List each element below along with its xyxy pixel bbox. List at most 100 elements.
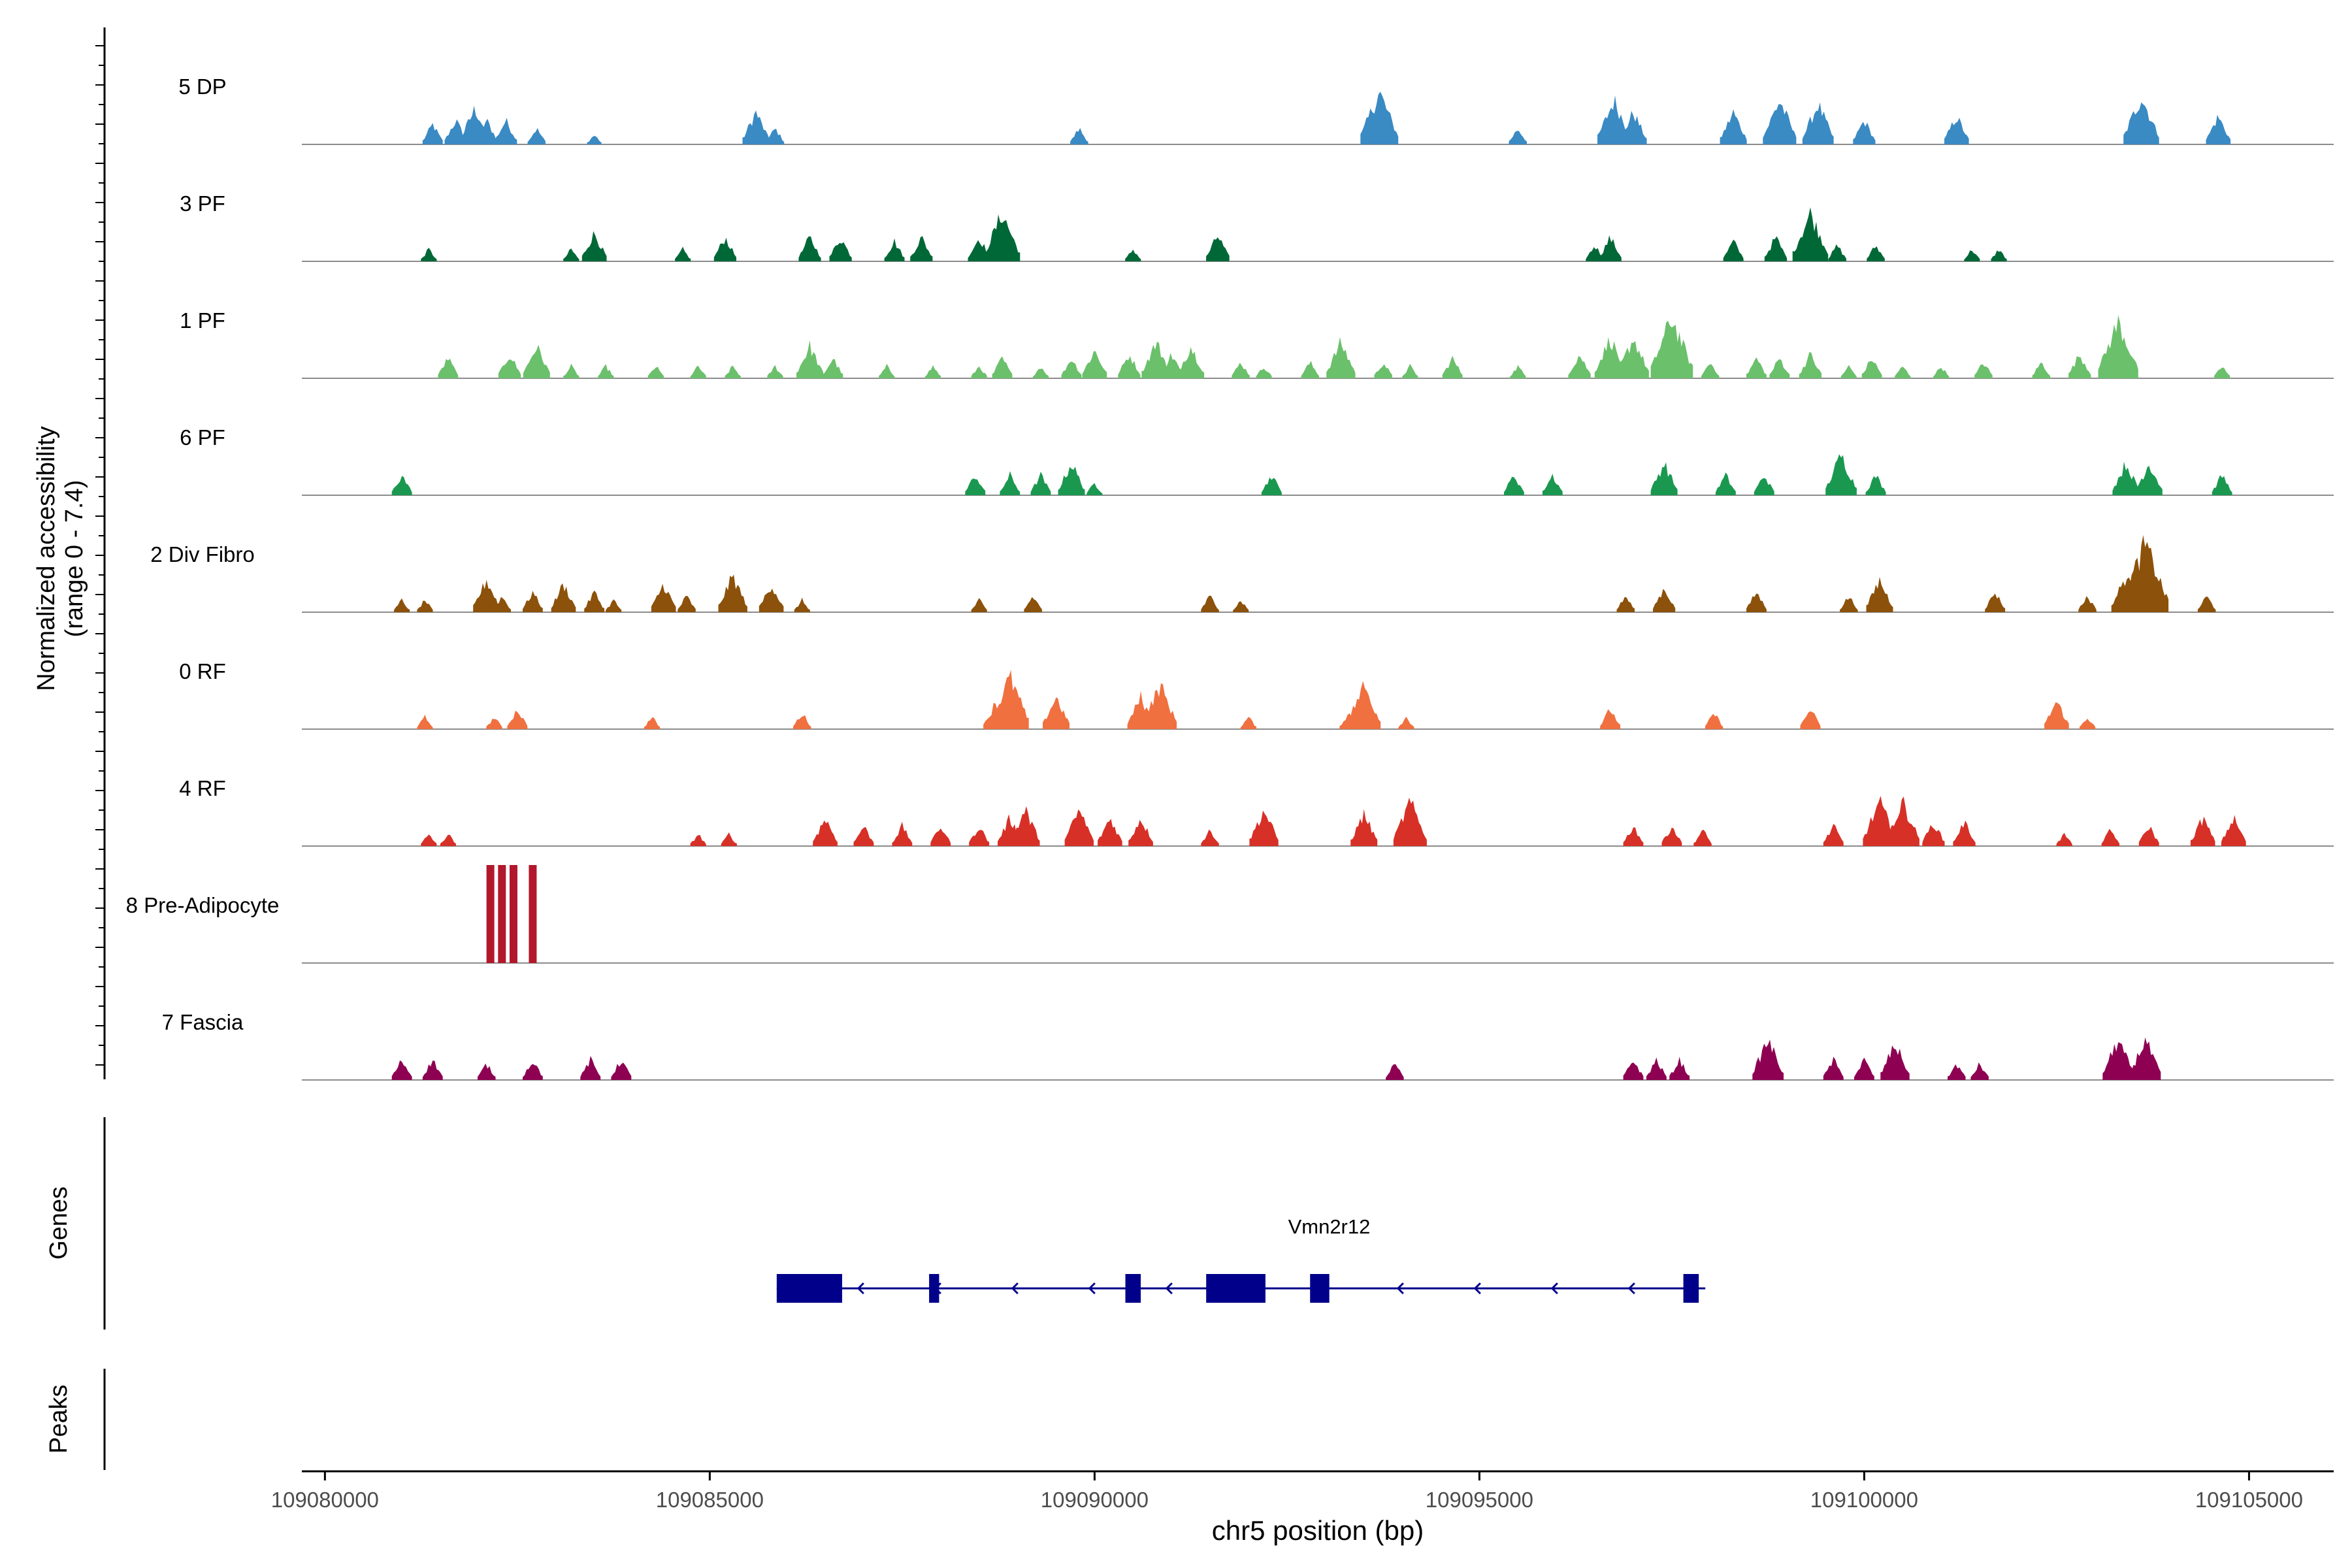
coverage-peak bbox=[495, 118, 517, 144]
coverage-peak bbox=[1201, 595, 1219, 612]
coverage-peak bbox=[2032, 363, 2051, 378]
coverage-peak bbox=[580, 1056, 601, 1080]
coverage-peak bbox=[1240, 717, 1256, 729]
coverage-peak bbox=[924, 365, 941, 378]
strand-arrow bbox=[1627, 1282, 1635, 1295]
coverage-peak bbox=[529, 865, 537, 963]
gene-exon bbox=[929, 1274, 939, 1303]
coverage-peak bbox=[1442, 355, 1463, 378]
coverage-peak bbox=[1823, 1056, 1844, 1080]
track-label: 0 RF bbox=[179, 659, 226, 683]
coverage-peak bbox=[1933, 368, 1950, 378]
coverage-peak bbox=[1600, 709, 1621, 729]
coverage-peak bbox=[523, 344, 550, 378]
coverage-peak bbox=[1000, 471, 1021, 495]
coverage-peak bbox=[971, 366, 987, 378]
coverage-peak bbox=[1043, 697, 1070, 729]
strand-arrow bbox=[1088, 1282, 1096, 1295]
coverage-track: 1 PF bbox=[180, 308, 2334, 379]
coverage-peak bbox=[2068, 356, 2091, 378]
coverage-peak bbox=[1504, 476, 1524, 495]
coverage-peak bbox=[675, 246, 691, 261]
coverage-peak bbox=[1160, 353, 1183, 378]
coverage-peak bbox=[1769, 359, 1790, 378]
coverage-peak bbox=[1360, 91, 1399, 144]
coverage-peak bbox=[1620, 110, 1647, 144]
coverage-peak bbox=[493, 596, 511, 612]
coverage-peak bbox=[2214, 367, 2230, 378]
coverage-peak bbox=[1098, 819, 1122, 846]
coverage-peak bbox=[1991, 250, 2007, 261]
coverage-peak bbox=[892, 821, 913, 846]
coverage-peak bbox=[1944, 118, 1969, 144]
coverage-peak bbox=[1232, 363, 1250, 378]
coverage-peak bbox=[853, 826, 874, 846]
coverage-peak bbox=[417, 714, 433, 729]
coverage-peak bbox=[1256, 368, 1272, 378]
coverage-peak bbox=[440, 834, 456, 846]
coverage-peak bbox=[1715, 472, 1736, 495]
coverage-track: 4 RF bbox=[179, 776, 2334, 847]
strand-arrow bbox=[857, 1282, 864, 1295]
coverage-peak bbox=[1568, 355, 1591, 378]
coverage-peak bbox=[984, 214, 1021, 261]
coverage-peak bbox=[1301, 361, 1319, 378]
coverage-peak bbox=[1030, 472, 1051, 495]
strand-arrow bbox=[1473, 1282, 1481, 1295]
y-axis-label-line1: Normalized accessibility bbox=[33, 426, 60, 691]
coverage-peak bbox=[884, 238, 905, 261]
coverage-peak bbox=[1653, 589, 1676, 612]
coverage-peak bbox=[1840, 365, 1857, 378]
coverage-peak bbox=[1866, 577, 1893, 612]
x-tick-label: 109085000 bbox=[656, 1488, 764, 1512]
coverage-peak bbox=[910, 236, 933, 261]
coverage-peak bbox=[421, 248, 437, 261]
track-label: 6 PF bbox=[180, 425, 225, 449]
coverage-peak bbox=[1754, 478, 1774, 495]
coverage-peak bbox=[796, 340, 823, 378]
coverage-peak bbox=[422, 1060, 443, 1080]
gene-exon bbox=[1206, 1274, 1266, 1303]
x-axis-label: chr5 position (bp) bbox=[1212, 1515, 1424, 1546]
coverage-peak bbox=[509, 865, 517, 963]
coverage-peak bbox=[486, 865, 495, 963]
coverage-peak bbox=[1974, 364, 1993, 378]
coverage-peak bbox=[965, 478, 986, 495]
coverage-peak bbox=[1799, 351, 1822, 378]
coverage-peak bbox=[1141, 341, 1171, 378]
x-tick-label: 109090000 bbox=[1041, 1488, 1149, 1512]
coverage-track: 5 DP bbox=[178, 74, 2334, 145]
coverage-peak bbox=[969, 830, 990, 846]
coverage-peak bbox=[678, 596, 696, 612]
coverage-peak bbox=[2080, 719, 2096, 729]
coverage-peak bbox=[879, 363, 895, 378]
coverage-peak bbox=[1386, 1064, 1404, 1080]
coverage-peak bbox=[523, 591, 543, 612]
track-label: 3 PF bbox=[180, 191, 225, 216]
coverage-peak bbox=[990, 670, 1029, 729]
y-axis-label-line2: (range 0 - 7.4) bbox=[61, 480, 88, 638]
coverage-peak bbox=[1024, 596, 1042, 612]
coverage-peak bbox=[1597, 95, 1631, 144]
coverage-peak bbox=[1763, 104, 1797, 144]
x-tick-label: 109095000 bbox=[1426, 1488, 1533, 1512]
strand-arrow bbox=[1165, 1282, 1173, 1295]
gene-name: Vmn2r12 bbox=[1288, 1215, 1371, 1238]
coverage-peak bbox=[1347, 681, 1381, 729]
coverage-peak bbox=[1802, 102, 1834, 144]
coverage-peak bbox=[394, 598, 410, 612]
coverage-peak bbox=[1623, 1062, 1644, 1080]
coverage-track: 7 Fascia bbox=[162, 1010, 2334, 1081]
coverage-peak bbox=[391, 1060, 412, 1080]
strand-arrow bbox=[1396, 1282, 1404, 1295]
coverage-peak bbox=[2135, 465, 2163, 495]
coverage-peak bbox=[725, 365, 741, 378]
coverage-peak bbox=[644, 717, 661, 729]
x-tick-label: 109080000 bbox=[271, 1488, 379, 1512]
coverage-peak bbox=[1650, 462, 1678, 495]
gene-exon bbox=[1683, 1274, 1699, 1303]
coverage-peak bbox=[1661, 827, 1682, 846]
coverage-peak bbox=[1752, 1039, 1784, 1080]
coverage-peak bbox=[1646, 1057, 1667, 1080]
coverage-peak bbox=[971, 598, 987, 612]
